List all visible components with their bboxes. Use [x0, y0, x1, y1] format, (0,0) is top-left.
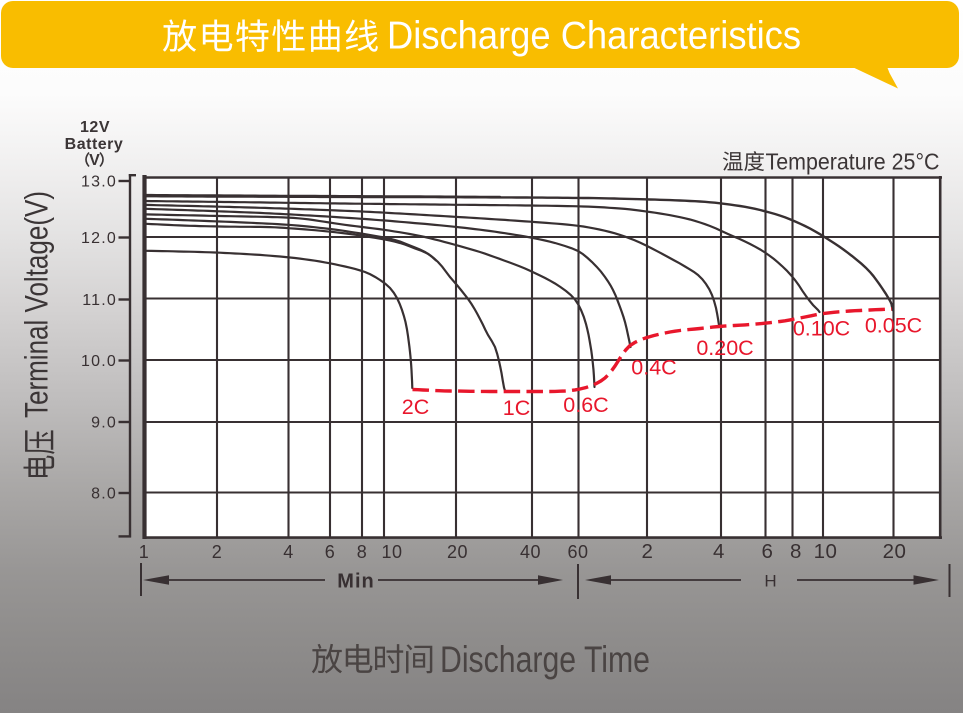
svg-text:10: 10	[381, 542, 402, 562]
svg-text:H: H	[764, 572, 776, 591]
svg-text:0.05C: 0.05C	[865, 314, 922, 338]
svg-text:13.0: 13.0	[81, 174, 117, 191]
svg-text:1C: 1C	[503, 396, 530, 420]
svg-text:2C: 2C	[402, 395, 429, 419]
svg-text:6: 6	[762, 540, 774, 563]
svg-text:6: 6	[325, 542, 336, 562]
svg-text:Terminal Voltage(V): Terminal Voltage(V)	[19, 191, 55, 418]
svg-text:2: 2	[212, 542, 223, 562]
svg-text:8.0: 8.0	[91, 486, 117, 503]
svg-text:60: 60	[567, 542, 588, 562]
svg-text:Discharge Time: Discharge Time	[440, 639, 650, 680]
svg-text:12V: 12V	[80, 119, 110, 136]
svg-text:2: 2	[642, 540, 654, 563]
svg-text:8: 8	[357, 542, 368, 562]
svg-text:4: 4	[283, 542, 294, 562]
svg-text:Battery: Battery	[65, 136, 124, 153]
svg-text:20: 20	[447, 542, 468, 562]
svg-text:20: 20	[883, 540, 907, 563]
svg-text:8: 8	[790, 540, 802, 563]
svg-text:Min: Min	[337, 571, 374, 593]
svg-text:1: 1	[139, 542, 150, 562]
svg-text:Temperature 25°C: Temperature 25°C	[766, 148, 940, 174]
svg-text:0.6C: 0.6C	[563, 393, 608, 417]
svg-text:0.20C: 0.20C	[696, 336, 753, 360]
svg-text:11.0: 11.0	[82, 292, 117, 309]
svg-text:V: V	[89, 152, 100, 169]
svg-text:9.0: 9.0	[91, 415, 117, 432]
svg-text:40: 40	[520, 542, 541, 562]
svg-text:10.0: 10.0	[81, 353, 117, 370]
svg-text:0.4C: 0.4C	[631, 356, 676, 380]
svg-text:10: 10	[814, 540, 838, 563]
svg-text:12.0: 12.0	[81, 230, 117, 247]
svg-text:4: 4	[713, 540, 725, 563]
svg-text:Discharge Characteristics: Discharge Characteristics	[387, 15, 801, 58]
svg-text:0.10C: 0.10C	[793, 317, 850, 341]
